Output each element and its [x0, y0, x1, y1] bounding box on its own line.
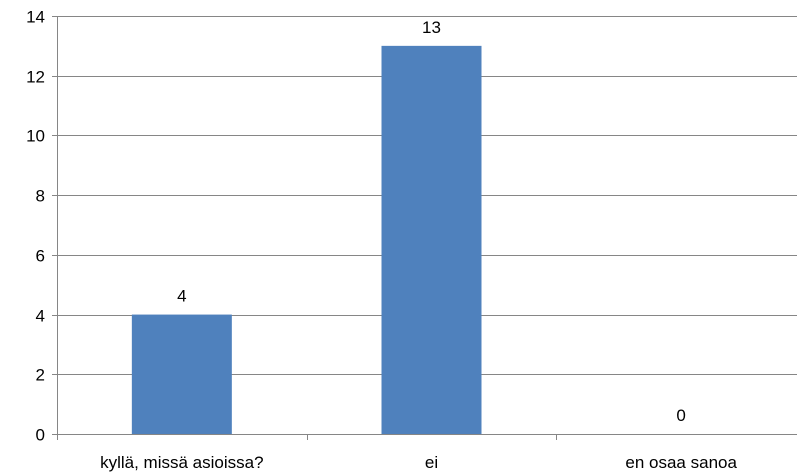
y-tick-label-0: 0: [36, 426, 45, 445]
bar-0: [131, 314, 232, 434]
axes: [52, 16, 797, 440]
bar-1: [381, 45, 482, 434]
y-tick-label-4: 4: [36, 307, 45, 326]
y-tick-label-10: 10: [26, 127, 45, 146]
x-category-label-0: kyllä, missä asioissa?: [100, 453, 263, 472]
x-category-label-2: en osaa sanoa: [625, 453, 737, 472]
bars: [131, 45, 482, 434]
y-tick-label-8: 8: [36, 187, 45, 206]
data-label-2: 0: [676, 406, 685, 425]
x-category-label-1: ei: [425, 453, 438, 472]
y-tick-label-2: 2: [36, 366, 45, 385]
y-tick-label-14: 14: [26, 8, 45, 27]
labels: 0 2 4 6 8 10 12 14 4 kyllä, missä asioissa? 13 ei 0 e…: [26, 8, 737, 473]
data-label-0: 4: [177, 287, 186, 306]
y-tick-label-12: 12: [26, 68, 45, 87]
data-label-1: 13: [422, 18, 441, 37]
y-tick-label-6: 6: [36, 247, 45, 266]
